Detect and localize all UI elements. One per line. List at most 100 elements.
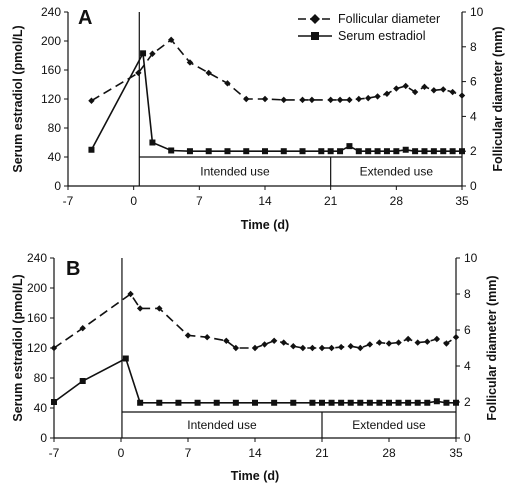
serum-estradiol-point [337,148,344,155]
follicular-diameter-point [135,69,142,77]
serum-estradiol-point [424,399,431,406]
follicular-diameter-point [251,344,259,352]
serum-estradiol-point [383,148,390,155]
serum-estradiol-point [402,146,409,153]
follicular-diameter-point [347,343,354,350]
follicular-diameter-point [232,344,240,352]
right-tick-label: 8 [470,40,477,54]
serum-estradiol-point [205,148,212,155]
right-tick-label: 2 [470,144,477,158]
right-tick-label: 4 [464,359,471,373]
serum-estradiol-point [156,399,163,406]
right-tick-label: 10 [470,5,484,19]
serum-estradiol-point [328,399,335,406]
right-tick-label: 0 [464,431,471,445]
left-tick-label: 40 [34,401,48,415]
x-tick-label: -7 [63,194,74,208]
follicular-diameter-point [346,96,353,104]
serum-estradiol-point [309,399,316,406]
serum-estradiol-point [319,399,325,406]
follicular-diameter-point [309,344,316,352]
follicular-diameter-point [383,90,391,97]
follicular-diameter-point [203,334,211,341]
serum-estradiol-point [262,148,268,155]
follicular-diameter-point [290,343,297,350]
left-tick-label: 40 [48,150,62,164]
legend-marker-diamond [310,14,320,24]
serum-estradiol-line [53,357,456,404]
right-tick-label: 4 [470,109,477,123]
follicular-diameter-point [156,305,163,312]
follicular-diameter-point [404,335,412,343]
serum-estradiol-point [412,148,419,155]
left-tick-label: 160 [27,311,47,325]
serum-estradiol-point [405,399,412,406]
follicular-diameter-point [79,325,86,332]
serum-estradiol-point [459,148,465,155]
right-tick-label: 2 [464,395,471,409]
follicular-diameter-point [430,87,438,94]
period-label: Extended use [352,418,426,432]
serum-estradiol-point [453,399,459,406]
follicular-diameter-point [421,83,428,91]
x-tick-label: 0 [130,194,137,208]
x-tick-label: 28 [382,446,396,460]
x-tick-label: -7 [49,446,60,460]
serum-estradiol-point [376,399,383,406]
serum-estradiol-point [449,148,456,155]
serum-estradiol-point [365,148,372,155]
x-tick-label: 21 [315,446,329,460]
serum-estradiol-point [252,399,258,406]
serum-estradiol-point [327,148,334,155]
follicular-diameter-point [336,96,344,104]
left-axis-title: Serum estradiol (pmol/L) [11,25,25,172]
panel-label: B [66,258,80,280]
serum-estradiol-point [232,399,239,406]
serum-estradiol-point [393,148,400,155]
follicular-diameter-point [299,96,306,104]
serum-estradiol-point [224,148,231,155]
serum-estradiol-point [338,399,345,406]
left-tick-label: 200 [27,281,47,295]
legend-entry-estradiol: Serum estradiol [338,29,426,43]
follicular-diameter-point [449,88,456,96]
left-tick-label: 0 [54,179,61,193]
serum-estradiol-point [346,143,353,150]
panel-label: A [78,7,92,29]
serum-estradiol-point [355,148,362,155]
serum-estradiol-point [443,399,450,406]
x-tick-label: 14 [248,446,262,460]
x-axis-title: Time (d) [231,469,279,483]
follicular-diameter-point [328,344,335,352]
x-axis-title: Time (d) [241,218,289,232]
follicular-diameter-point [136,305,144,312]
right-tick-label: 8 [464,287,471,301]
x-tick-label: 7 [185,446,192,460]
follicular-diameter-point [127,290,134,298]
right-tick-label: 0 [470,179,477,193]
serum-estradiol-point [88,146,95,153]
serum-estradiol-point [299,148,306,155]
serum-estradiol-point [243,148,250,155]
left-axis-title: Serum estradiol (pmol/L) [11,274,25,421]
serum-estradiol-point [414,399,421,406]
serum-estradiol-point [122,355,129,362]
follicular-diameter-point [376,339,383,346]
serum-estradiol-point [168,147,175,154]
x-tick-label: 0 [118,446,125,460]
follicular-diameter-point [443,340,450,347]
serum-estradiol-line [90,50,462,152]
serum-estradiol-point [149,139,156,146]
follicular-diameter-point [327,96,334,104]
follicular-diameter-point [374,93,381,100]
left-tick-label: 80 [48,121,62,135]
serum-estradiol-point [440,148,447,155]
left-tick-label: 240 [27,251,47,265]
follicular-diameter-point [299,344,307,352]
follicular-diameter-point [402,82,409,90]
serum-estradiol-point [280,148,287,155]
follicular-diameter-point [355,95,363,103]
serum-estradiol-point [175,399,182,406]
serum-estradiol-point [194,399,201,406]
